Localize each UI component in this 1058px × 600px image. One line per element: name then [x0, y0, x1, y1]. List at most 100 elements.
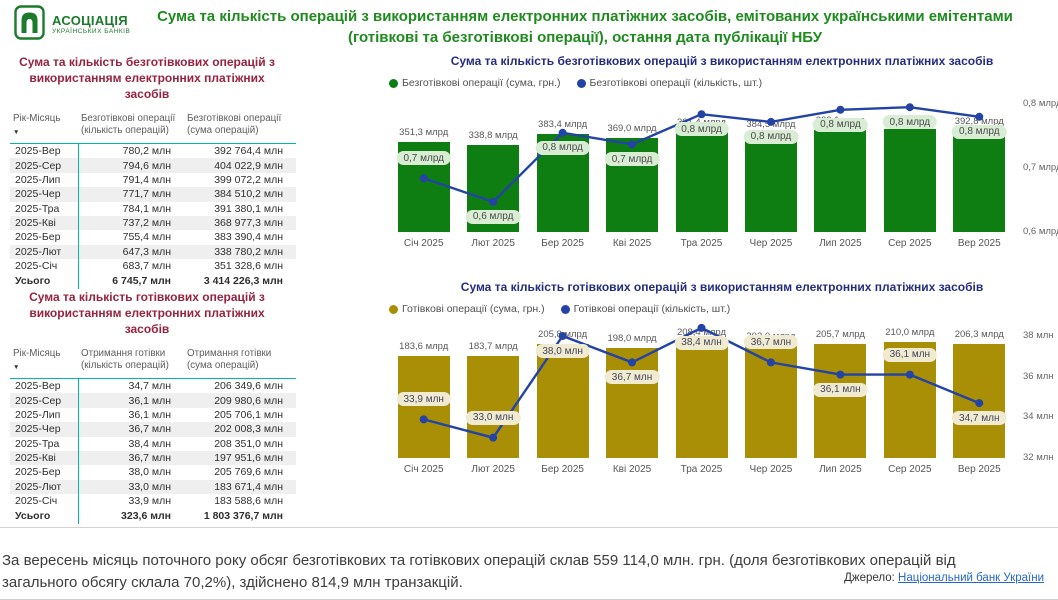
source-link[interactable]: Національний банк України — [898, 572, 1044, 584]
line-value-label: 38,4 млн — [674, 335, 729, 350]
line-value-label: 33,0 млн — [465, 410, 521, 425]
bar-Тра-2025[interactable] — [675, 342, 728, 458]
table-row[interactable]: 2025-Лип 36,1 млн 205 706,1 млн — [10, 407, 296, 423]
bar-Тра-2025[interactable] — [675, 131, 728, 232]
table-row[interactable]: 2025-Сер 794,6 млн 404 022,9 млн — [10, 158, 296, 173]
table-cell: 33,0 млн — [77, 479, 184, 495]
legend-label: Готівкові операції (кількість, шт.) — [573, 303, 731, 316]
legend-label: Безготівкові операції (сума, грн.) — [402, 77, 561, 90]
table-cell: 2025-Кві — [15, 452, 56, 465]
legend-label: Готівкові операції (сума, грн.) — [402, 303, 545, 316]
table-row[interactable]: 2025-Січ 683,7 млн 351 328,6 млн — [10, 259, 296, 274]
table-cell: 2025-Січ — [15, 495, 58, 508]
noncash-chart-title: Сума та кількість безготівкових операцій… — [450, 54, 994, 68]
bar-Сер-2025[interactable] — [883, 128, 936, 232]
total-row: Усього 6 745,7 млн 3 414 226,3 млн — [10, 273, 296, 289]
line-point-Чер-2025[interactable] — [766, 358, 775, 367]
line-point-Січ-2025[interactable] — [419, 415, 428, 424]
line-point-Вер-2025[interactable] — [975, 112, 984, 121]
page-title: Сума та кількість операцій з використанн… — [157, 8, 1013, 46]
legend-item[interactable]: Готівкові операції (кількість, шт.) — [560, 303, 731, 316]
legend-item[interactable]: Готівкові операції (сума, грн.) — [389, 303, 545, 315]
table-row[interactable]: 2025-Бер 38,0 млн 205 769,6 млн — [10, 465, 296, 480]
x-axis-label: Бер 2025 — [541, 464, 584, 475]
header-row: Рік-Місяць ▼ Отримання готівки (кількість о… — [10, 345, 296, 380]
table-row[interactable]: 2025-Лют 33,0 млн 183 671,4 млн — [10, 479, 296, 495]
line-point-Січ-2025[interactable] — [419, 174, 428, 183]
cash-plot-area: 183,6 млрд 183,7 млрд 205,8 млрд 198,0 млрд… — [389, 323, 1054, 475]
legend-label: Безготівкові операції (кількість, шт.) — [589, 77, 763, 90]
table-row[interactable]: 2025-Вер 780,2 млн 392 764,4 млн — [10, 143, 296, 159]
filter-dropdown-icon[interactable]: ▼ — [13, 364, 20, 372]
line-value-label: 36,7 млн — [743, 335, 799, 350]
table-row[interactable]: 2025-Чер 36,7 млн 202 008,3 млн — [10, 422, 296, 437]
line-point-Лип-2025[interactable] — [836, 370, 845, 379]
table-row[interactable]: 2025-Січ 33,9 млн 183 588,6 млн — [10, 494, 296, 509]
line-point-Бер-2025[interactable] — [558, 128, 567, 137]
bar-Лип-2025[interactable] — [814, 129, 867, 232]
line-point-Лип-2025[interactable] — [836, 105, 845, 114]
table-cell: 2025-Тра — [15, 202, 60, 215]
line-value-label: 0,7 млрд — [396, 151, 451, 166]
table-cell: 2025-Січ — [15, 260, 58, 273]
table-cell: 351 328,6 млн — [214, 260, 283, 273]
table-row[interactable]: 2025-Тра 784,1 млн 391 380,1 млн — [10, 201, 296, 216]
bar-value-label: 183,6 млрд — [399, 341, 449, 353]
table-cell: 2025-Бер — [15, 231, 61, 244]
cash-chart-title: Сума та кількість готівкових операцій з … — [460, 280, 984, 294]
bar-value-label: 383,4 млрд — [538, 118, 588, 130]
table-cell: 383 390,4 млн — [214, 231, 283, 244]
table-cell: 737,2 млн — [77, 215, 184, 231]
table-row[interactable]: 2025-Лип 791,4 млн 399 072,2 млн — [10, 172, 296, 188]
bar-Січ-2025[interactable] — [397, 356, 450, 458]
table-row[interactable]: 2025-Лют 647,3 млн 338 780,2 млн — [10, 244, 296, 260]
x-axis-label: Лип 2025 — [819, 464, 862, 475]
line-point-Вер-2025[interactable] — [975, 399, 984, 408]
table-row[interactable]: 2025-Сер 36,1 млн 209 980,6 млн — [10, 393, 296, 408]
table-row[interactable]: 2025-Тра 38,4 млн 208 351,0 млн — [10, 436, 296, 451]
bar-value-label: 210,0 млрд — [885, 326, 935, 338]
bar-Чер-2025[interactable] — [744, 133, 797, 232]
line-point-Чер-2025[interactable] — [766, 117, 775, 126]
bar-Вер-2025[interactable] — [953, 131, 1006, 232]
line-point-Тра-2025[interactable] — [697, 110, 706, 119]
legend-item[interactable]: Безготівкові операції (кількість, шт.) — [576, 77, 763, 90]
line-value-label: 36,1 млн — [882, 347, 938, 362]
table-row[interactable]: 2025-Бер 755,4 млн 383 390,4 млн — [10, 230, 296, 245]
bar-Кві-2025[interactable] — [606, 348, 659, 458]
table-row[interactable]: 2025-Кві 737,2 млн 368 977,3 млн — [10, 215, 296, 231]
line-point-Лют-2025[interactable] — [489, 433, 498, 442]
x-axis-label: Лют 2025 — [471, 464, 515, 475]
line-point-Кві-2025[interactable] — [628, 358, 637, 367]
filter-dropdown-icon[interactable]: ▼ — [13, 129, 20, 137]
x-axis-label: Січ 2025 — [403, 238, 444, 249]
line-point-Тра-2025[interactable] — [697, 323, 706, 332]
cash-chart: Сума та кількість готівкових операцій з … — [386, 278, 1058, 504]
line-point-Лют-2025[interactable] — [489, 197, 498, 206]
table-row[interactable]: 2025-Чер 771,7 млн 384 510,2 млн — [10, 187, 296, 202]
line-point-Бер-2025[interactable] — [558, 332, 567, 340]
bar-value-label: 338,8 млрд — [468, 130, 518, 142]
cash-chart-legend: Готівкові операції (сума, грн.) Готівкові… — [389, 303, 1058, 315]
line-point-Кві-2025[interactable] — [628, 140, 637, 149]
line-value-label: 0,7 млрд — [604, 152, 660, 167]
table-cell: 2025-Вер — [15, 145, 61, 158]
bar-Лип-2025[interactable] — [814, 343, 867, 458]
line-value-label: 0,8 млрд — [882, 115, 938, 130]
table-cell: 338 780,2 млн — [214, 245, 283, 258]
table-cell: 2025-Сер — [15, 394, 62, 407]
x-axis-label: Кві 2025 — [612, 464, 652, 475]
table-row[interactable]: 2025-Кві 36,7 млн 197 951,6 млн — [10, 450, 296, 466]
line-point-Сер-2025[interactable] — [905, 103, 914, 112]
logo-text: АСОЦІАЦІЯ УКРАЇНСЬКИХ БАНКІВ — [52, 14, 130, 36]
table-cell: 2025-Чер — [15, 423, 61, 436]
legend-item[interactable]: Безготівкові операції (сума, грн.) — [389, 77, 561, 89]
logo-subtitle: УКРАЇНСЬКИХ БАНКІВ — [52, 28, 131, 36]
table-cell: 206 349,6 млн — [214, 380, 283, 393]
y-axis-tick: 38 млн — [1023, 330, 1054, 341]
table-cell: 38,4 млн — [77, 436, 184, 451]
line-point-Сер-2025[interactable] — [905, 370, 914, 379]
table-row[interactable]: 2025-Вер 34,7 млн 206 349,6 млн — [10, 378, 296, 394]
table-cell: 780,2 млн — [77, 143, 184, 159]
cash-table: Рік-Місяць ▼ Отримання готівки (кількість о… — [10, 345, 296, 524]
